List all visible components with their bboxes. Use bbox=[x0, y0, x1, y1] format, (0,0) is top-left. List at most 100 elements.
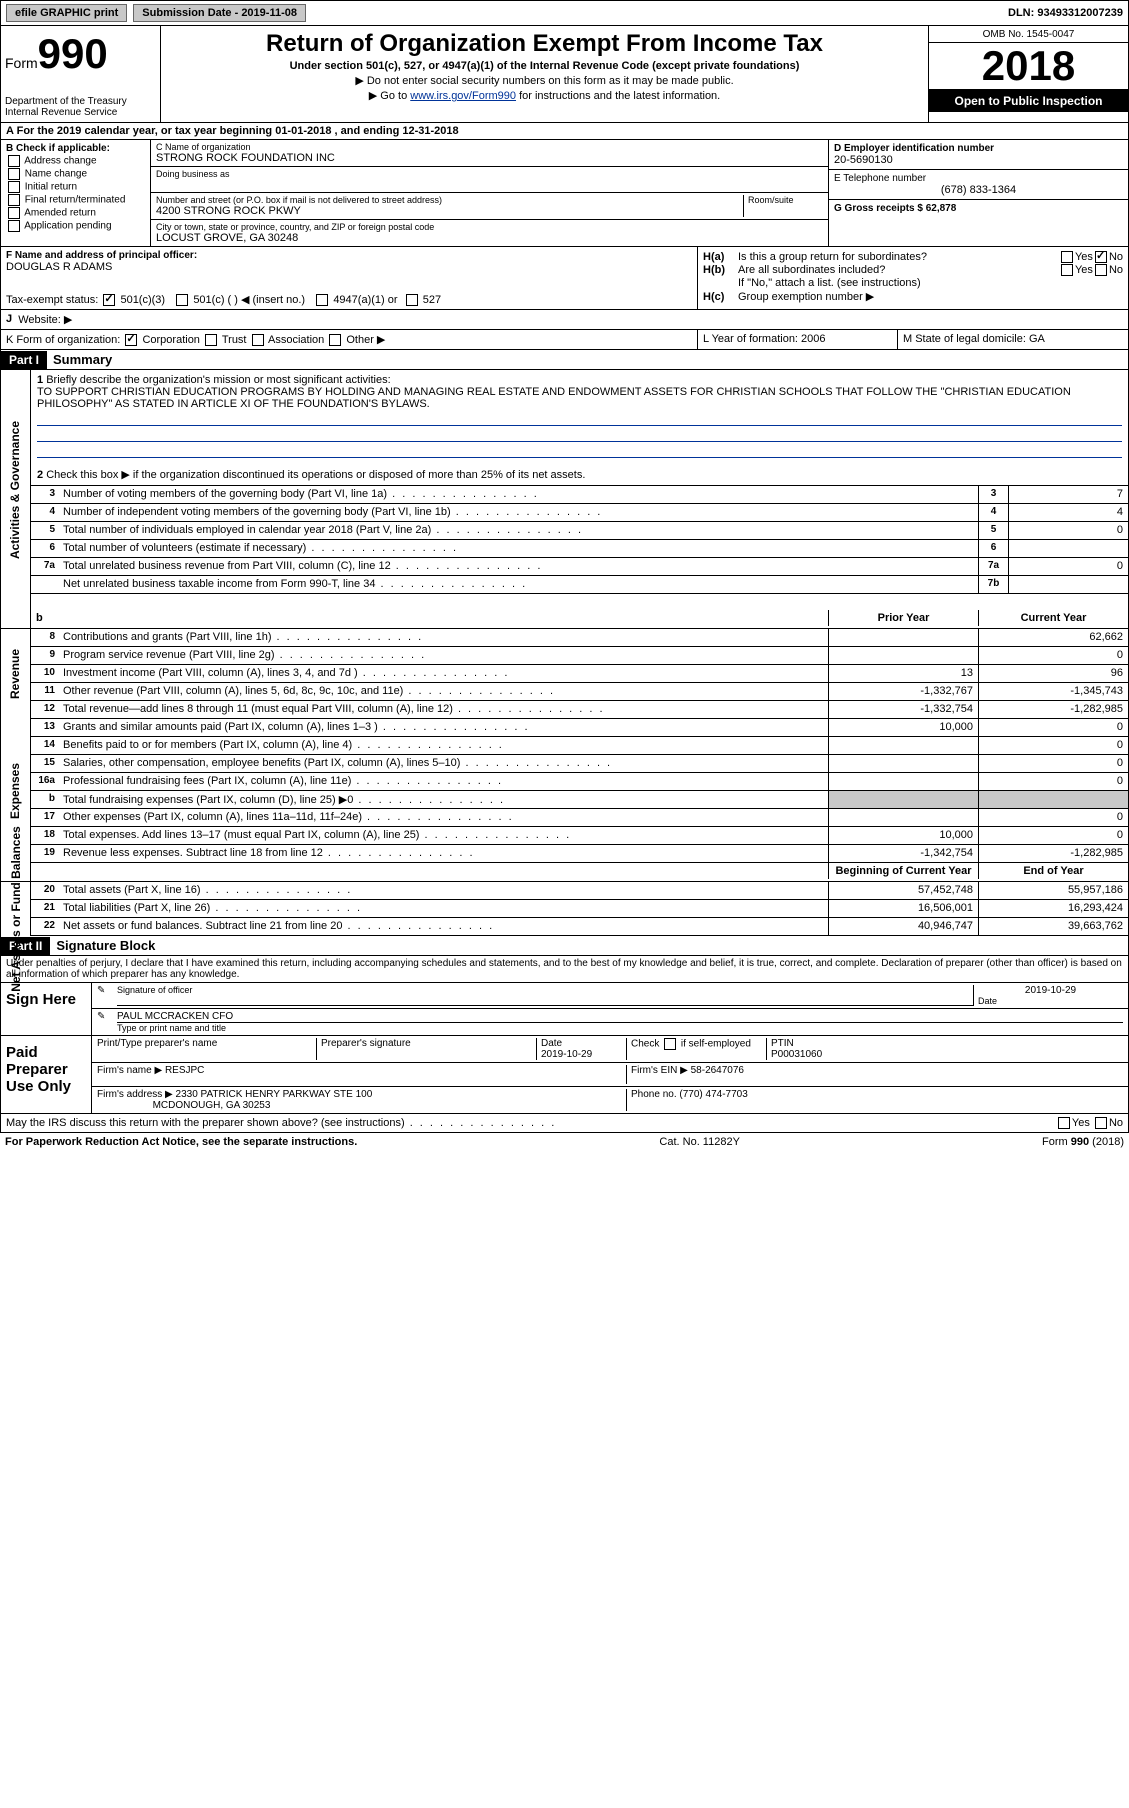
dept-label: Department of the Treasury Internal Reve… bbox=[5, 96, 156, 118]
line-num: b bbox=[31, 791, 59, 808]
section-b-spacer: b Prior Year Current Year bbox=[0, 610, 1129, 629]
prep-date: 2019-10-29 bbox=[541, 1049, 592, 1060]
line-num: 21 bbox=[31, 900, 59, 917]
box-b: B Check if applicable: Address change Na… bbox=[1, 140, 151, 246]
side-na-text: Net Assets or Fund Balances bbox=[9, 826, 23, 992]
line-17: 17 Other expenses (Part IX, column (A), … bbox=[31, 809, 1128, 827]
line-prior: 13 bbox=[828, 665, 978, 682]
check-501c3[interactable] bbox=[103, 294, 115, 306]
side-ag-text: Activities & Governance bbox=[9, 421, 23, 559]
blank-line bbox=[37, 444, 1122, 458]
box-k: K Form of organization: Corporation Trus… bbox=[1, 330, 698, 349]
line-prior: -1,332,754 bbox=[828, 701, 978, 718]
firm-addr-label: Firm's address ▶ bbox=[97, 1089, 173, 1100]
line-9: 9 Program service revenue (Part VIII, li… bbox=[31, 647, 1128, 665]
line-num: 19 bbox=[31, 845, 59, 862]
officer-group-row: F Name and address of principal officer:… bbox=[0, 247, 1129, 310]
check-app-pending[interactable]: Application pending bbox=[6, 220, 145, 232]
check-527[interactable] bbox=[406, 294, 418, 306]
line-curr: 96 bbox=[978, 665, 1128, 682]
line-num: 9 bbox=[31, 647, 59, 664]
line-5: 5 Total number of individuals employed i… bbox=[31, 522, 1128, 540]
hc-text: Group exemption number ▶ bbox=[738, 290, 874, 303]
check-other[interactable] bbox=[329, 334, 341, 346]
na-body: 20 Total assets (Part X, line 16) 57,452… bbox=[31, 882, 1128, 936]
ha-yes[interactable] bbox=[1061, 251, 1073, 263]
exp-body: 13 Grants and similar amounts paid (Part… bbox=[31, 719, 1128, 863]
ha-no[interactable] bbox=[1095, 251, 1107, 263]
check-self-emp[interactable] bbox=[664, 1038, 676, 1050]
open-public-badge: Open to Public Inspection bbox=[929, 90, 1128, 112]
hb-note: If "No," attach a list. (see instruction… bbox=[738, 277, 921, 289]
side-rev: Revenue bbox=[1, 629, 31, 719]
line-curr: 0 bbox=[978, 773, 1128, 790]
klm-row: K Form of organization: Corporation Trus… bbox=[0, 330, 1129, 350]
checkbox-icon bbox=[8, 194, 20, 206]
check-4947[interactable] bbox=[316, 294, 328, 306]
form-subtitle: Under section 501(c), 527, or 4947(a)(1)… bbox=[171, 60, 918, 72]
line-4: 4 Number of independent voting members o… bbox=[31, 504, 1128, 522]
irs-link[interactable]: www.irs.gov/Form990 bbox=[410, 90, 516, 102]
side-rev-text: Revenue bbox=[9, 649, 23, 699]
check-name-change[interactable]: Name change bbox=[6, 168, 145, 180]
line-14: 14 Benefits paid to or for members (Part… bbox=[31, 737, 1128, 755]
check-address-change[interactable]: Address change bbox=[6, 155, 145, 167]
page-footer: For Paperwork Reduction Act Notice, see … bbox=[0, 1133, 1129, 1151]
check-corp[interactable] bbox=[125, 334, 137, 346]
check-501c[interactable] bbox=[176, 294, 188, 306]
line-desc: Other revenue (Part VIII, column (A), li… bbox=[59, 683, 828, 700]
line1: 1 Briefly describe the organization's mi… bbox=[31, 370, 1128, 464]
room-label: Room/suite bbox=[748, 195, 823, 205]
side-blank bbox=[1, 610, 31, 628]
firm-ein-label: Firm's EIN ▶ bbox=[631, 1065, 688, 1076]
prep-name-line: Print/Type preparer's name Preparer's si… bbox=[92, 1036, 1128, 1063]
self-emp-cell: Check if self-employed bbox=[627, 1038, 767, 1060]
line-boxnum: 6 bbox=[978, 540, 1008, 557]
discuss-row: May the IRS discuss this return with the… bbox=[0, 1114, 1129, 1133]
prep-date-label: Date bbox=[541, 1038, 562, 1049]
line-val bbox=[1008, 540, 1128, 557]
check-trust[interactable] bbox=[205, 334, 217, 346]
submission-date-button[interactable]: Submission Date - 2019-11-08 bbox=[133, 4, 306, 22]
no-label: No bbox=[1109, 264, 1123, 276]
website-row: J Website: ▶ bbox=[0, 310, 1129, 330]
org-name-label: C Name of organization bbox=[156, 142, 823, 152]
check-amended[interactable]: Amended return bbox=[6, 207, 145, 219]
gross-receipts: G Gross receipts $ 62,878 bbox=[834, 203, 1123, 214]
line-16a: 16a Professional fundraising fees (Part … bbox=[31, 773, 1128, 791]
dln-label: DLN: 93493312007239 bbox=[1008, 7, 1123, 19]
tax-year: 2018 bbox=[982, 42, 1075, 89]
line-prior bbox=[828, 809, 978, 826]
check-assoc[interactable] bbox=[252, 334, 264, 346]
line-8: 8 Contributions and grants (Part VIII, l… bbox=[31, 629, 1128, 647]
ha-key: H(a) bbox=[703, 251, 738, 263]
discuss-yes[interactable] bbox=[1058, 1117, 1070, 1129]
section-na-hdr: Beginning of Current Year End of Year bbox=[0, 863, 1129, 882]
efile-button[interactable]: efile GRAPHIC print bbox=[6, 4, 127, 22]
line-curr: 0 bbox=[978, 647, 1128, 664]
check-initial-return[interactable]: Initial return bbox=[6, 181, 145, 193]
form-title: Return of Organization Exempt From Incom… bbox=[171, 30, 918, 58]
b-marker: b bbox=[36, 612, 43, 624]
line-prior bbox=[828, 737, 978, 754]
col-boy: Beginning of Current Year bbox=[828, 863, 978, 879]
check-final-return[interactable]: Final return/terminated bbox=[6, 194, 145, 206]
part1-title: Summary bbox=[47, 350, 118, 369]
line-num: 3 bbox=[31, 486, 59, 503]
line-19: 19 Revenue less expenses. Subtract line … bbox=[31, 845, 1128, 863]
line-prior bbox=[828, 773, 978, 790]
hb-yes[interactable] bbox=[1061, 264, 1073, 276]
line-desc: Contributions and grants (Part VIII, lin… bbox=[59, 629, 828, 646]
col-current: Current Year bbox=[978, 610, 1128, 626]
hb-no[interactable] bbox=[1095, 264, 1107, 276]
discuss-no[interactable] bbox=[1095, 1117, 1107, 1129]
dba-label: Doing business as bbox=[156, 169, 823, 179]
header-left: Form990 Department of the Treasury Inter… bbox=[1, 26, 161, 122]
yes-label: Yes bbox=[1075, 264, 1093, 276]
firm-addr: 2330 PATRICK HENRY PARKWAY STE 100 bbox=[176, 1089, 373, 1100]
sign-here-body: ✎ Signature of officer 2019-10-29Date ✎ … bbox=[91, 983, 1128, 1035]
line-desc: Net assets or fund balances. Subtract li… bbox=[59, 918, 828, 935]
l1-text: TO SUPPORT CHRISTIAN EDUCATION PROGRAMS … bbox=[37, 386, 1071, 410]
prep-name-label: Print/Type preparer's name bbox=[97, 1038, 317, 1060]
website-label: Website: ▶ bbox=[18, 313, 72, 326]
